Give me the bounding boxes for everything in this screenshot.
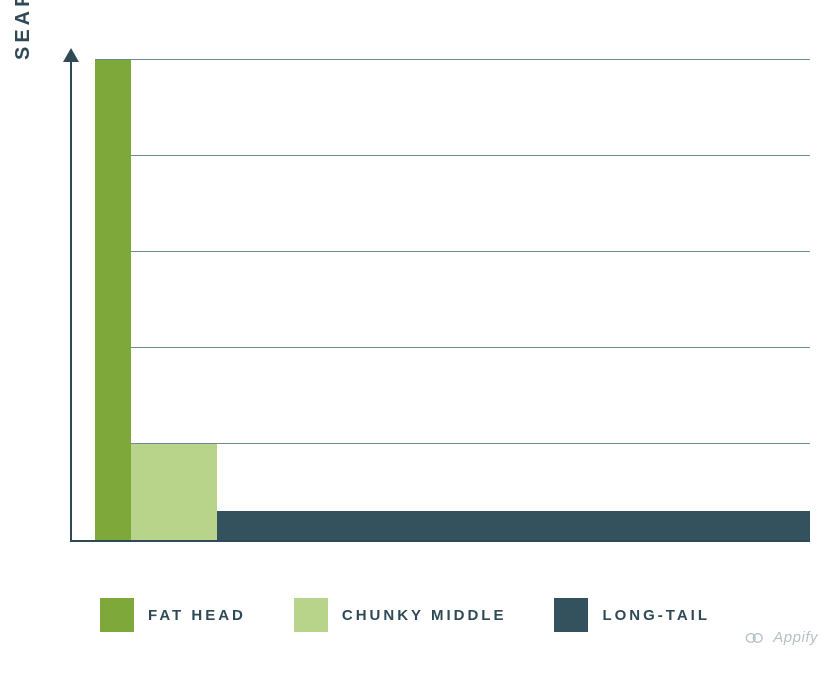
keyword-distribution-chart: SEARCH VOLUME FAT HEAD CHUNKY MIDDLE LONG-…	[0, 0, 836, 676]
legend-item-fat-head: FAT HEAD	[100, 598, 246, 632]
gridline	[95, 251, 810, 252]
legend-swatch	[294, 598, 328, 632]
y-axis-line	[70, 60, 72, 540]
gridline	[95, 155, 810, 156]
gridline	[95, 347, 810, 348]
watermark-icon	[745, 631, 767, 645]
bar-long-tail	[217, 511, 810, 540]
gridline	[95, 59, 810, 60]
legend-label: LONG-TAIL	[602, 607, 710, 624]
legend-swatch	[100, 598, 134, 632]
legend-label: CHUNKY MIDDLE	[342, 607, 507, 624]
bar-fat-head	[95, 60, 131, 540]
bar-chunky-middle	[131, 444, 217, 540]
y-axis-label: SEARCH VOLUME	[12, 0, 35, 60]
legend-item-chunky-middle: CHUNKY MIDDLE	[294, 598, 507, 632]
x-axis-line	[70, 540, 810, 542]
legend-swatch	[554, 598, 588, 632]
watermark: Appify	[745, 629, 818, 646]
legend-label: FAT HEAD	[148, 607, 246, 624]
legend-item-long-tail: LONG-TAIL	[554, 598, 710, 632]
legend: FAT HEAD CHUNKY MIDDLE LONG-TAIL	[100, 598, 710, 632]
watermark-text: Appify	[773, 629, 818, 646]
plot-area	[95, 60, 810, 540]
